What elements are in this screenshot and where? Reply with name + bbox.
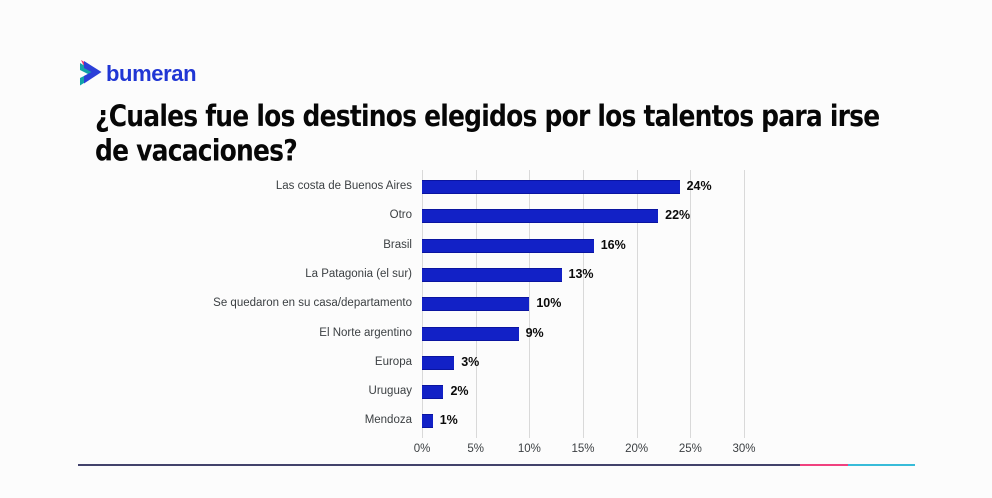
gridline <box>636 170 638 438</box>
bar-brasil <box>422 238 594 253</box>
footer-divider <box>78 464 915 466</box>
category-label: Mendoza <box>364 414 412 427</box>
gridline <box>744 170 745 438</box>
divider-segment-cyan <box>848 464 915 466</box>
x-tick-label: 5% <box>467 443 484 455</box>
divider-segment-magenta <box>800 464 848 466</box>
bar-europa <box>422 355 455 370</box>
category-label: Las costa de Buenos Aires <box>275 180 412 192</box>
value-label: 22% <box>665 208 691 223</box>
category-label: Brasil <box>383 238 412 251</box>
category-label: Europa <box>374 355 412 368</box>
value-label: 24% <box>686 179 712 193</box>
category-label: El Norte argentino <box>319 326 412 339</box>
bar-el-norte-argentino <box>422 326 519 341</box>
value-label: 10% <box>536 296 562 311</box>
x-tick-label: 20% <box>625 443 649 455</box>
brand-name: bumeran <box>106 60 197 86</box>
x-tick-label: 10% <box>517 443 541 455</box>
category-label: La Patagonia (el sur) <box>305 267 412 280</box>
x-tick-label: 25% <box>678 443 702 455</box>
value-label: 16% <box>600 237 626 252</box>
category-label: Uruguay <box>368 385 412 398</box>
bar-la-patagonia-el-sur- <box>422 267 562 282</box>
bumeran-logo: bumeran <box>80 60 197 87</box>
bar-mendoza <box>422 414 433 429</box>
category-label: Otro <box>389 209 412 222</box>
bar-uruguay <box>422 385 444 400</box>
divider-segment-navy <box>78 464 800 466</box>
category-label: Se quedaron en su casa/departamento <box>213 297 412 310</box>
bar-se-quedaron-en-su-casa-departamento <box>422 297 530 312</box>
page-title-line-1: ¿Cuales fue los destinos elegidos por lo… <box>95 99 880 134</box>
bar-otro <box>422 209 659 224</box>
x-tick-label: 15% <box>571 443 595 455</box>
x-tick-label: 0% <box>413 443 431 455</box>
gridline <box>690 170 692 438</box>
bar-las-costa-de-buenos-aires <box>422 180 680 194</box>
page-title: ¿Cuales fue los destinos elegidos por lo… <box>95 99 915 167</box>
value-label: 3% <box>461 354 480 369</box>
value-label: 2% <box>450 384 469 399</box>
value-label: 9% <box>525 325 544 340</box>
x-tick-label: 30% <box>732 443 756 455</box>
page-title-line-2: de vacaciones? <box>95 133 298 168</box>
value-label: 13% <box>568 266 594 281</box>
gridline <box>583 170 584 438</box>
value-label: 1% <box>439 413 458 428</box>
gridline <box>529 170 531 438</box>
boomerang-chevron-icon <box>80 60 103 87</box>
bar-chart: Las costa de Buenos Aires 24% Otro 22% Brasi… <box>0 170 992 470</box>
